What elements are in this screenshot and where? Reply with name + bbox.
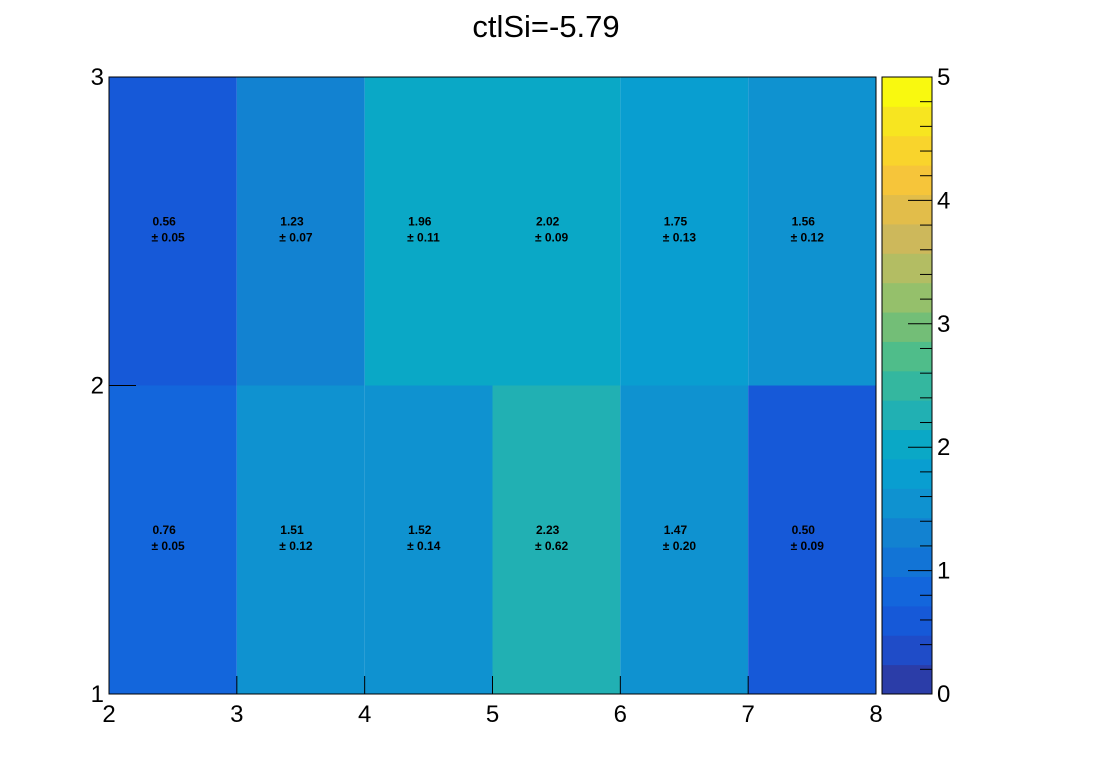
- cell-error-label: ± 0.13: [663, 230, 697, 244]
- heatmap-cell: [364, 77, 493, 386]
- colorbar-swatch: [882, 370, 932, 401]
- colorbar-tick-label: 4: [937, 187, 950, 214]
- cell-error-label: ± 0.62: [535, 539, 569, 553]
- heatmap-cells: [109, 77, 876, 694]
- cell-labels: 0.76 ± 0.05 1.51 ± 0.12 1.52 ± 0.14 2.23 ± 0.62…: [151, 214, 824, 553]
- cell-value-label: 0.50: [792, 523, 816, 537]
- x-tick-label: 8: [869, 701, 882, 728]
- cell-value-label: 1.51: [280, 523, 304, 537]
- x-axis: 2 3 4 5 6 7 8: [102, 676, 883, 728]
- y-axis: 1 2 3: [91, 64, 136, 708]
- heatmap-cell: [109, 385, 237, 694]
- colorbar-swatch: [882, 429, 932, 460]
- x-tick-label: 7: [741, 701, 754, 728]
- x-tick-label: 4: [358, 701, 371, 728]
- cell-error-label: ± 0.05: [151, 230, 185, 244]
- heatmap-cell: [492, 385, 621, 694]
- cell-value-label: 2.23: [536, 523, 560, 537]
- cell-value-label: 2.02: [536, 214, 560, 228]
- cell-value-label: 1.75: [664, 214, 688, 228]
- colorbar-swatch: [882, 341, 932, 372]
- y-tick-label: 2: [91, 373, 104, 400]
- colorbar-swatch: [882, 400, 932, 431]
- x-tick-label: 3: [230, 701, 243, 728]
- colorbar-swatch: [882, 547, 932, 577]
- y-tick-label: 1: [91, 681, 104, 708]
- colorbar-frame: [881, 76, 933, 695]
- x-tick-label: 5: [486, 701, 499, 728]
- cell-error-label: ± 0.14: [407, 539, 441, 553]
- colorbar-swatch: [882, 106, 932, 137]
- heatmap-cell: [620, 385, 749, 694]
- heatmap-cell: [364, 385, 493, 694]
- heatmap-cell: [620, 77, 749, 386]
- colorbar-swatch: [882, 576, 932, 607]
- cell-value-label: 0.56: [152, 214, 176, 228]
- x-tick-label: 2: [102, 701, 115, 728]
- cell-error-label: ± 0.07: [279, 230, 313, 244]
- cell-value-label: 1.56: [792, 214, 816, 228]
- colorbar-swatch: [882, 165, 932, 196]
- y-tick-label: 3: [91, 64, 104, 91]
- colorbar-tick-label: 0: [937, 681, 950, 708]
- colorbar-swatch: [882, 458, 932, 489]
- colorbar: 0 1 2 3 4 5: [881, 64, 950, 708]
- cell-value-label: 1.52: [408, 523, 432, 537]
- heatmap-cell: [492, 77, 621, 386]
- heatmap-cell: [748, 77, 876, 386]
- cell-error-label: ± 0.20: [663, 539, 697, 553]
- cell-error-label: ± 0.05: [151, 539, 185, 553]
- colorbar-tick-label: 1: [937, 558, 950, 585]
- colorbar-tick-label: 5: [937, 64, 950, 91]
- chart-title: ctlSi=-5.79: [472, 9, 619, 44]
- cell-value-label: 0.76: [152, 523, 176, 537]
- heatmap-cell: [236, 385, 365, 694]
- cell-error-label: ± 0.09: [791, 539, 825, 553]
- colorbar-swatch: [882, 605, 932, 636]
- colorbar-swatch: [882, 253, 932, 284]
- cell-error-label: ± 0.12: [279, 539, 313, 553]
- cell-value-label: 1.23: [280, 214, 304, 228]
- colorbar-swatch: [882, 194, 932, 225]
- colorbar-swatch: [882, 282, 932, 313]
- colorbar-swatch: [882, 517, 932, 548]
- colorbar-swatch: [882, 488, 932, 519]
- cell-value-label: 1.47: [664, 523, 688, 537]
- heatmap-cell: [109, 77, 237, 386]
- cell-error-label: ± 0.12: [791, 230, 825, 244]
- colorbar-swatch: [882, 77, 932, 107]
- heatmap-cell: [748, 385, 876, 694]
- colorbar-swatch: [882, 223, 932, 254]
- heatmap-cell: [236, 77, 365, 386]
- x-tick-label: 6: [614, 701, 627, 728]
- cell-error-label: ± 0.11: [407, 230, 440, 244]
- colorbar-tick-label: 2: [937, 434, 950, 461]
- cell-error-label: ± 0.09: [535, 230, 569, 244]
- cell-value-label: 1.96: [408, 214, 432, 228]
- colorbar-tick-label: 3: [937, 311, 950, 338]
- colorbar-swatch: [882, 312, 932, 342]
- colorbar-swatch: [882, 635, 932, 666]
